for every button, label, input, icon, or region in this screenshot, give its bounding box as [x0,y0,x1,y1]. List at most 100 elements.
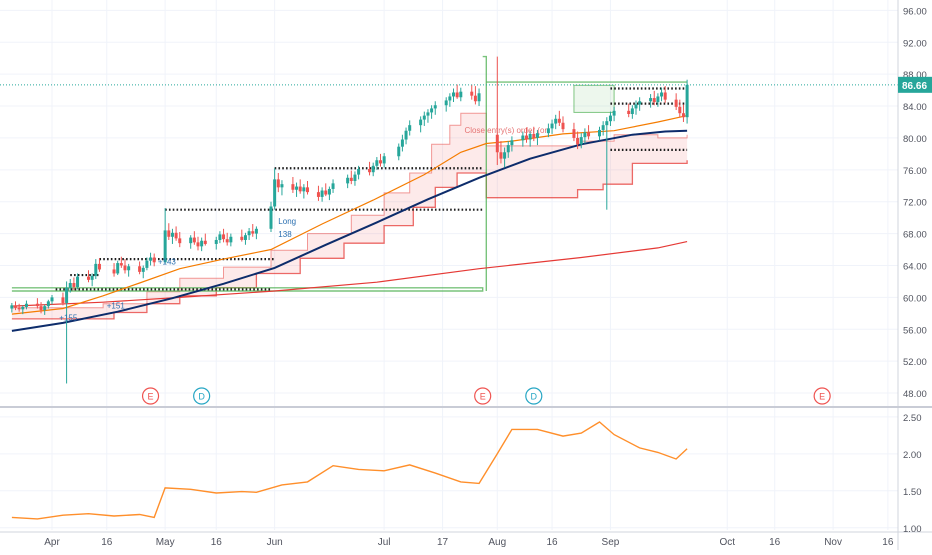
candle[interactable] [222,228,226,243]
candle[interactable] [174,226,178,241]
candle[interactable] [649,94,653,108]
candle[interactable] [473,86,477,105]
candle[interactable] [163,208,167,264]
candle[interactable] [251,224,255,237]
candle[interactable] [444,97,448,112]
candle[interactable] [656,93,660,107]
dividend-event-marker[interactable]: D [193,387,211,405]
candle[interactable] [119,256,123,268]
candle[interactable] [652,90,656,106]
candle[interactable] [295,182,299,197]
candle[interactable] [149,252,153,266]
candle[interactable] [302,184,306,199]
candle[interactable] [196,236,200,251]
candle[interactable] [17,303,21,312]
indicator-line[interactable] [11,421,688,520]
candle[interactable] [39,302,43,314]
candle[interactable] [532,126,536,142]
candle[interactable] [50,294,54,305]
candle[interactable] [572,122,576,142]
earnings-event-marker[interactable]: E [141,387,160,405]
candle[interactable] [357,165,361,180]
candle[interactable] [452,88,455,103]
candle[interactable] [525,127,528,143]
candle[interactable] [65,281,69,384]
candle[interactable] [477,88,481,107]
candle[interactable] [218,231,222,244]
candle[interactable] [14,301,17,311]
candle[interactable] [35,298,39,309]
candle[interactable] [269,201,273,232]
candle[interactable] [349,170,353,185]
candle[interactable] [674,93,678,111]
earnings-event-marker[interactable]: E [813,387,831,405]
candle[interactable] [422,111,426,126]
price-plot[interactable]: Close entry(s) order (or Long 138 +143 +151 +… [0,55,898,405]
candle[interactable] [550,119,554,134]
candle[interactable] [200,237,204,252]
candle[interactable] [627,103,631,118]
candle[interactable] [320,187,324,202]
candle[interactable] [280,180,284,196]
candle[interactable] [579,133,583,149]
trailing-stop-upper-line[interactable] [11,112,688,309]
candle[interactable] [601,121,605,136]
candle[interactable] [557,110,561,126]
candle[interactable] [419,116,423,133]
candle[interactable] [371,162,375,177]
candle[interactable] [127,263,131,277]
candle[interactable] [681,104,685,122]
earnings-event-marker[interactable]: E [474,387,492,405]
dividend-event-marker[interactable]: D [525,387,543,405]
candle[interactable] [408,120,412,136]
candle[interactable] [229,233,233,247]
candle[interactable] [327,186,331,201]
candle[interactable] [247,228,251,240]
candle[interactable] [112,263,116,277]
candle[interactable] [470,84,474,100]
candle[interactable] [10,302,14,313]
candle[interactable] [506,141,510,158]
candle[interactable] [46,299,50,309]
candle[interactable] [87,270,90,283]
candle[interactable] [397,143,401,161]
candle[interactable] [612,106,616,122]
candle[interactable] [605,117,609,210]
candle[interactable] [116,260,120,276]
candle[interactable] [276,173,280,193]
candle[interactable] [138,261,142,275]
candle[interactable] [379,153,382,167]
candle[interactable] [145,257,149,271]
candle[interactable] [123,259,127,274]
candle[interactable] [306,180,309,195]
candle[interactable] [68,279,72,293]
candle[interactable] [561,116,565,133]
candle[interactable] [598,126,601,141]
trailing-stop-line[interactable] [11,160,688,320]
candle[interactable] [291,176,295,193]
candle[interactable] [273,168,277,210]
candle[interactable] [24,300,28,310]
candle[interactable] [587,125,591,140]
indicator-plot[interactable] [11,421,688,520]
candle[interactable] [97,258,101,272]
candle[interactable] [178,231,182,248]
candle[interactable] [331,179,335,193]
candle[interactable] [298,179,302,194]
candle[interactable] [152,253,156,267]
sma-slow-line[interactable] [11,241,688,307]
candle[interactable] [382,153,386,168]
candle[interactable] [192,231,196,245]
candle[interactable] [576,131,580,150]
candle[interactable] [503,147,507,168]
candle[interactable] [528,130,532,147]
candle[interactable] [72,277,76,291]
candle[interactable] [554,114,558,130]
candle[interactable] [448,93,452,107]
sma-fast-line[interactable] [11,115,688,315]
candle[interactable] [583,128,587,144]
candle[interactable] [254,226,258,240]
candle[interactable] [203,233,207,246]
candle[interactable] [499,141,503,164]
